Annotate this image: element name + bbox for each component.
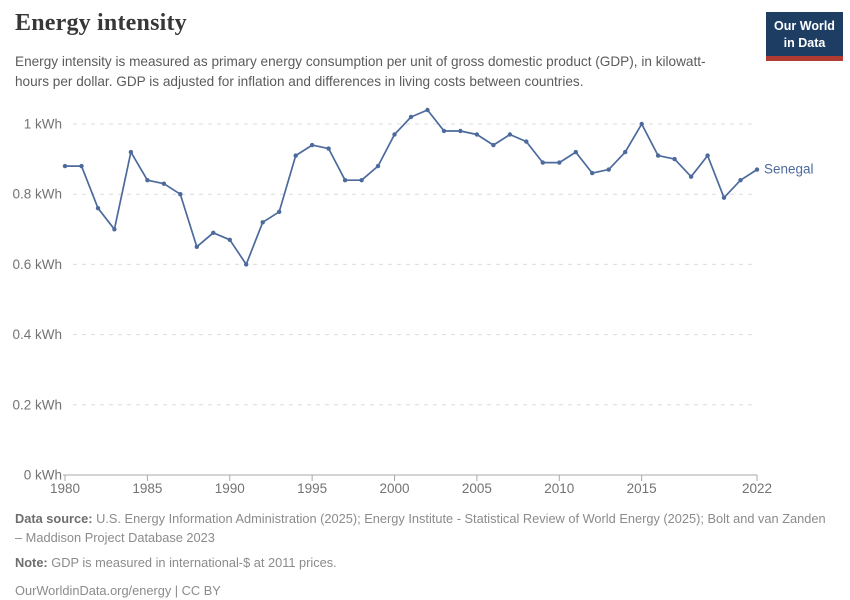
y-axis-tick-label: 1 kWh — [24, 117, 62, 132]
data-point-marker — [145, 178, 150, 183]
data-point-marker — [194, 244, 199, 249]
data-point-marker — [458, 128, 463, 134]
note-line: Note: GDP is measured in international-$… — [15, 553, 835, 572]
data-point-marker — [639, 121, 644, 127]
data-point-marker — [606, 167, 611, 172]
data-source-line: Data source: U.S. Energy Information Adm… — [15, 509, 835, 547]
chart-subtitle: Energy intensity is measured as primary … — [15, 54, 706, 89]
data-point-marker — [688, 174, 694, 179]
data-point-marker — [375, 163, 381, 169]
license-line: OurWorldinData.org/energy | CC BY — [15, 582, 221, 598]
x-axis-tick-label: 2015 — [627, 481, 657, 496]
data-point-marker — [62, 163, 68, 169]
data-point-marker — [408, 114, 414, 120]
data-point-marker — [309, 142, 315, 148]
note-text: GDP is measured in international-$ at 20… — [47, 555, 337, 571]
x-axis-tick-label: 2000 — [380, 481, 410, 496]
data-point-marker — [507, 132, 513, 137]
data-point-marker — [95, 206, 101, 211]
data-point-marker — [211, 230, 216, 235]
data-point-marker — [557, 160, 562, 165]
series-line — [64, 109, 758, 266]
owid-logo: Our World in Data — [766, 12, 843, 61]
data-point-marker — [590, 170, 595, 176]
data-point-marker — [491, 142, 496, 148]
data-point-marker — [540, 160, 545, 165]
owid-logo-line2: in Data — [783, 35, 826, 50]
data-point-marker — [672, 156, 677, 162]
owid-logo-red-bar — [766, 56, 843, 61]
note-label: Note: — [15, 555, 48, 571]
series-end-label[interactable]: Senegal — [764, 162, 814, 177]
x-axis-tick-label: 2010 — [544, 481, 574, 496]
data-point-marker — [359, 178, 364, 183]
data-point-marker — [293, 153, 298, 158]
data-point-marker — [178, 192, 183, 197]
data-point-marker — [754, 167, 760, 172]
data-point-marker — [573, 149, 578, 155]
data-point-marker — [721, 195, 727, 200]
y-axis-tick-label: 0.2 kWh — [12, 397, 62, 412]
data-point-marker — [227, 237, 232, 242]
x-axis-tick-label: 2022 — [742, 481, 772, 496]
data-source-label: Data source: — [15, 511, 93, 526]
x-axis-tick-label: 2005 — [462, 481, 492, 496]
owid-logo-line1: Our World — [774, 19, 835, 33]
data-point-marker — [705, 153, 710, 158]
data-point-marker — [474, 132, 480, 137]
owid-logo-box: Our World in Data — [766, 12, 843, 56]
x-axis-tick-label: 1980 — [50, 481, 80, 496]
data-point-marker — [277, 209, 282, 214]
y-axis-tick-label: 0.4 kWh — [12, 327, 62, 342]
data-point-marker — [342, 178, 348, 183]
x-axis-tick-label: 1995 — [297, 481, 327, 496]
y-axis-tick-label: 0.6 kWh — [12, 257, 62, 272]
data-point-marker — [623, 149, 628, 155]
y-axis-tick-label: 0 kWh — [24, 468, 62, 483]
chart-svg: 0 kWh 0.2 kWh 0.4 kWh 0.6 kWh 0.8 kWh 1 kWh 19… — [12, 107, 814, 496]
data-point-marker — [738, 178, 743, 183]
data-point-marker — [441, 128, 447, 134]
data-point-marker — [260, 220, 265, 225]
data-point-marker — [524, 139, 529, 144]
x-axis-tick-label: 1990 — [215, 481, 245, 496]
data-source-text: U.S. Energy Information Administration (… — [15, 511, 826, 546]
y-axis-tick-label: 0.8 kWh — [12, 187, 62, 202]
page-title: Energy intensity — [15, 10, 187, 36]
data-point-marker — [655, 153, 661, 158]
data-point-marker — [161, 181, 167, 186]
data-point-marker — [392, 132, 397, 137]
data-point-marker — [326, 146, 331, 151]
data-point-marker — [79, 163, 84, 169]
x-axis-tick-label: 1985 — [132, 481, 162, 496]
data-point-marker — [128, 149, 134, 155]
data-point-marker — [244, 262, 249, 267]
data-point-marker — [425, 107, 430, 113]
data-point-marker — [112, 227, 117, 232]
chart-footer: Data source: U.S. Energy Information Adm… — [15, 509, 835, 600]
